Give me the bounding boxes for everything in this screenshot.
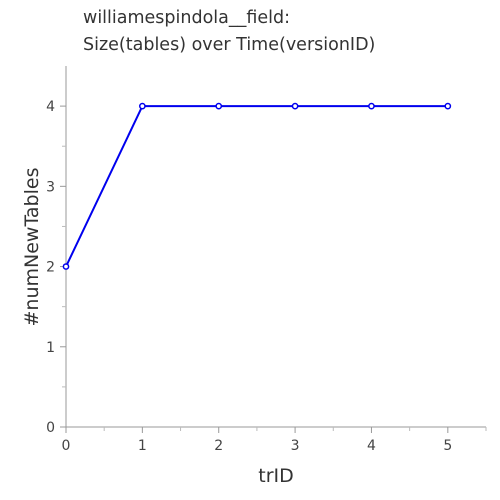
series xyxy=(62,102,452,270)
y-tick-label: 4 xyxy=(46,99,55,115)
y-tick-label: 3 xyxy=(46,179,55,195)
x-tick-label: 3 xyxy=(291,438,300,454)
data-point xyxy=(368,102,375,110)
y-tick-label: 1 xyxy=(46,340,55,356)
chart-title-line-1: williamespindola__field: xyxy=(83,8,290,28)
x-tick-label: 1 xyxy=(138,438,147,454)
x-tick-label: 0 xyxy=(62,438,71,454)
y-tick-label: 2 xyxy=(46,260,55,276)
x-tick-label: 5 xyxy=(443,438,452,454)
data-point xyxy=(139,102,146,110)
data-point xyxy=(444,102,452,110)
ticks: 0 1 2 3 4 0 1 2 3 4 5 xyxy=(46,99,487,454)
chart-title-line-2: Size(tables) over Time(versionID) xyxy=(83,35,375,55)
data-point xyxy=(215,102,223,110)
x-axis-label: trID xyxy=(258,465,294,487)
y-tick-label: 0 xyxy=(46,420,55,436)
data-point xyxy=(62,263,70,270)
data-point xyxy=(291,102,299,110)
series-line xyxy=(65,105,448,267)
x-tick-label: 2 xyxy=(214,438,223,454)
axes xyxy=(65,66,486,428)
x-tick-label: 4 xyxy=(367,438,376,454)
y-axis-label: #numNewTables xyxy=(21,168,43,327)
